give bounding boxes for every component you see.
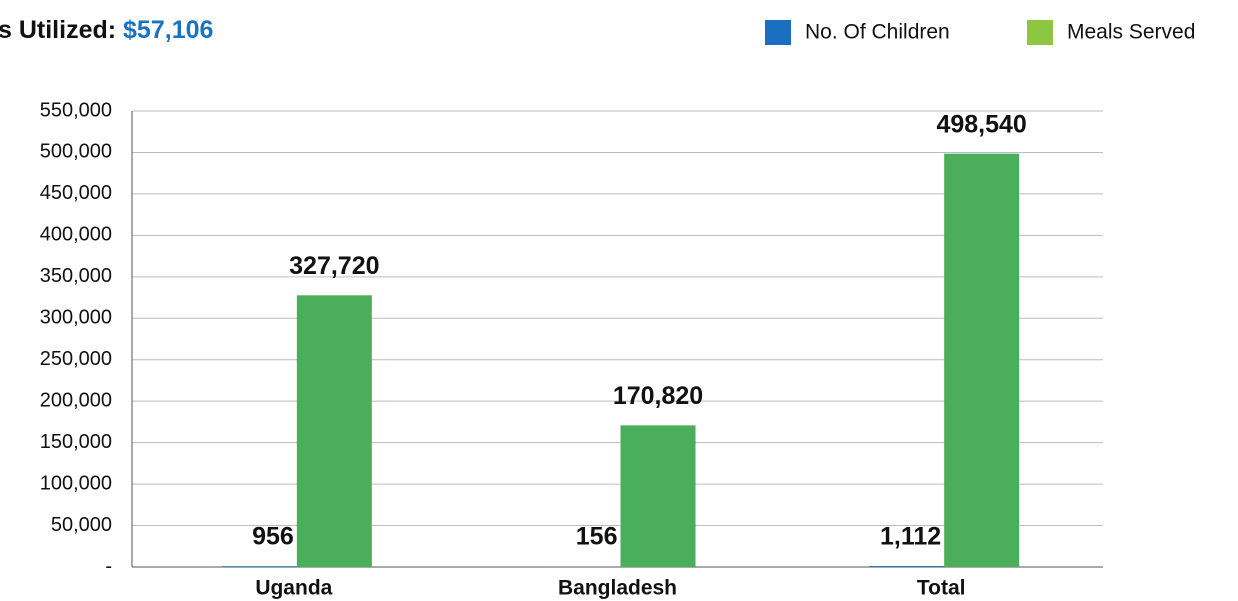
bar [221,566,297,567]
y-tick-label: 500,000 [40,141,112,163]
legend-swatch [765,20,791,45]
data-label: 956 [252,523,294,551]
y-tick-label: 450,000 [40,182,112,204]
y-tick-label: 150,000 [40,431,112,453]
y-tick-label: 300,000 [40,307,112,329]
data-label: 170,820 [613,382,703,410]
x-tick-label: Bangladesh [558,577,677,600]
bar [296,295,372,567]
legend-label: Meals Served [1067,21,1195,44]
bar [944,153,1020,567]
y-tick-label: 250,000 [40,348,112,370]
y-tick-label: 50,000 [51,514,112,536]
x-tick-label: Uganda [255,577,332,600]
data-label: 498,540 [936,110,1026,138]
bar [620,425,696,567]
legend-swatch [1027,20,1053,45]
y-tick-label: 550,000 [40,99,112,121]
legend-label: No. Of Children [805,21,950,44]
data-label: 1,112 [880,523,941,551]
x-tick-label: Total [917,577,966,600]
title-value: $57,106 [123,16,213,44]
y-tick-label: 350,000 [40,265,112,287]
y-tick-label: 100,000 [40,472,112,494]
y-tick-label: 400,000 [40,224,112,246]
data-label: 156 [576,523,618,551]
title-text: s Utilized: [0,16,116,44]
y-tick-label: 200,000 [40,389,112,411]
data-label: 327,720 [289,252,379,280]
chart-title: s Utilized: $57,106 [0,16,213,44]
bar [869,566,945,567]
y-tick-label: - [105,555,112,577]
